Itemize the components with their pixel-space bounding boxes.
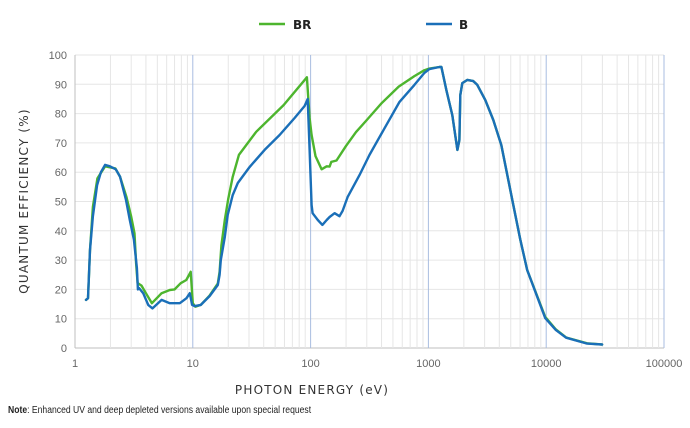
series-layer <box>84 65 604 346</box>
y-tick-label: 30 <box>55 255 67 267</box>
y-tick-labels: 0 10 20 30 40 50 60 70 80 90 100 <box>49 50 67 355</box>
x-tick-label: 100 <box>301 358 319 370</box>
y-tick-label: 70 <box>55 138 67 150</box>
x-tick-label: 1000 <box>416 358 440 370</box>
y-tick-label: 90 <box>55 79 67 91</box>
x-tick-label: 1 <box>72 358 78 370</box>
x-tick-label: 100000 <box>646 358 683 370</box>
x-tick-label: 10 <box>187 358 199 370</box>
x-axis-title: PHOTON ENERGY (eV) <box>235 383 389 397</box>
x-tick-labels: 1 10 100 1000 10000 100000 <box>72 358 682 370</box>
x-tick-label: 10000 <box>531 358 562 370</box>
y-tick-label: 100 <box>49 50 67 62</box>
y-tick-label: 60 <box>55 167 67 179</box>
legend-label-b: B <box>459 18 468 32</box>
y-tick-label: 40 <box>55 226 67 238</box>
legend: BR B <box>259 18 468 32</box>
footnote: Note: Enhanced UV and deep depleted vers… <box>8 405 311 416</box>
footnote-label: Note <box>8 405 28 416</box>
grid <box>74 54 665 349</box>
y-tick-label: 50 <box>55 197 67 209</box>
y-tick-label: 80 <box>55 109 67 121</box>
footnote-text: : Enhanced UV and deep depleted versions… <box>27 405 312 416</box>
y-tick-label: 10 <box>55 314 67 326</box>
legend-label-br: BR <box>293 18 311 32</box>
y-tick-label: 0 <box>61 343 67 355</box>
y-axis-title: QUANTUM EFFICIENCY (%) <box>17 108 31 294</box>
y-tick-label: 20 <box>55 284 67 296</box>
series-line-b <box>84 65 604 346</box>
